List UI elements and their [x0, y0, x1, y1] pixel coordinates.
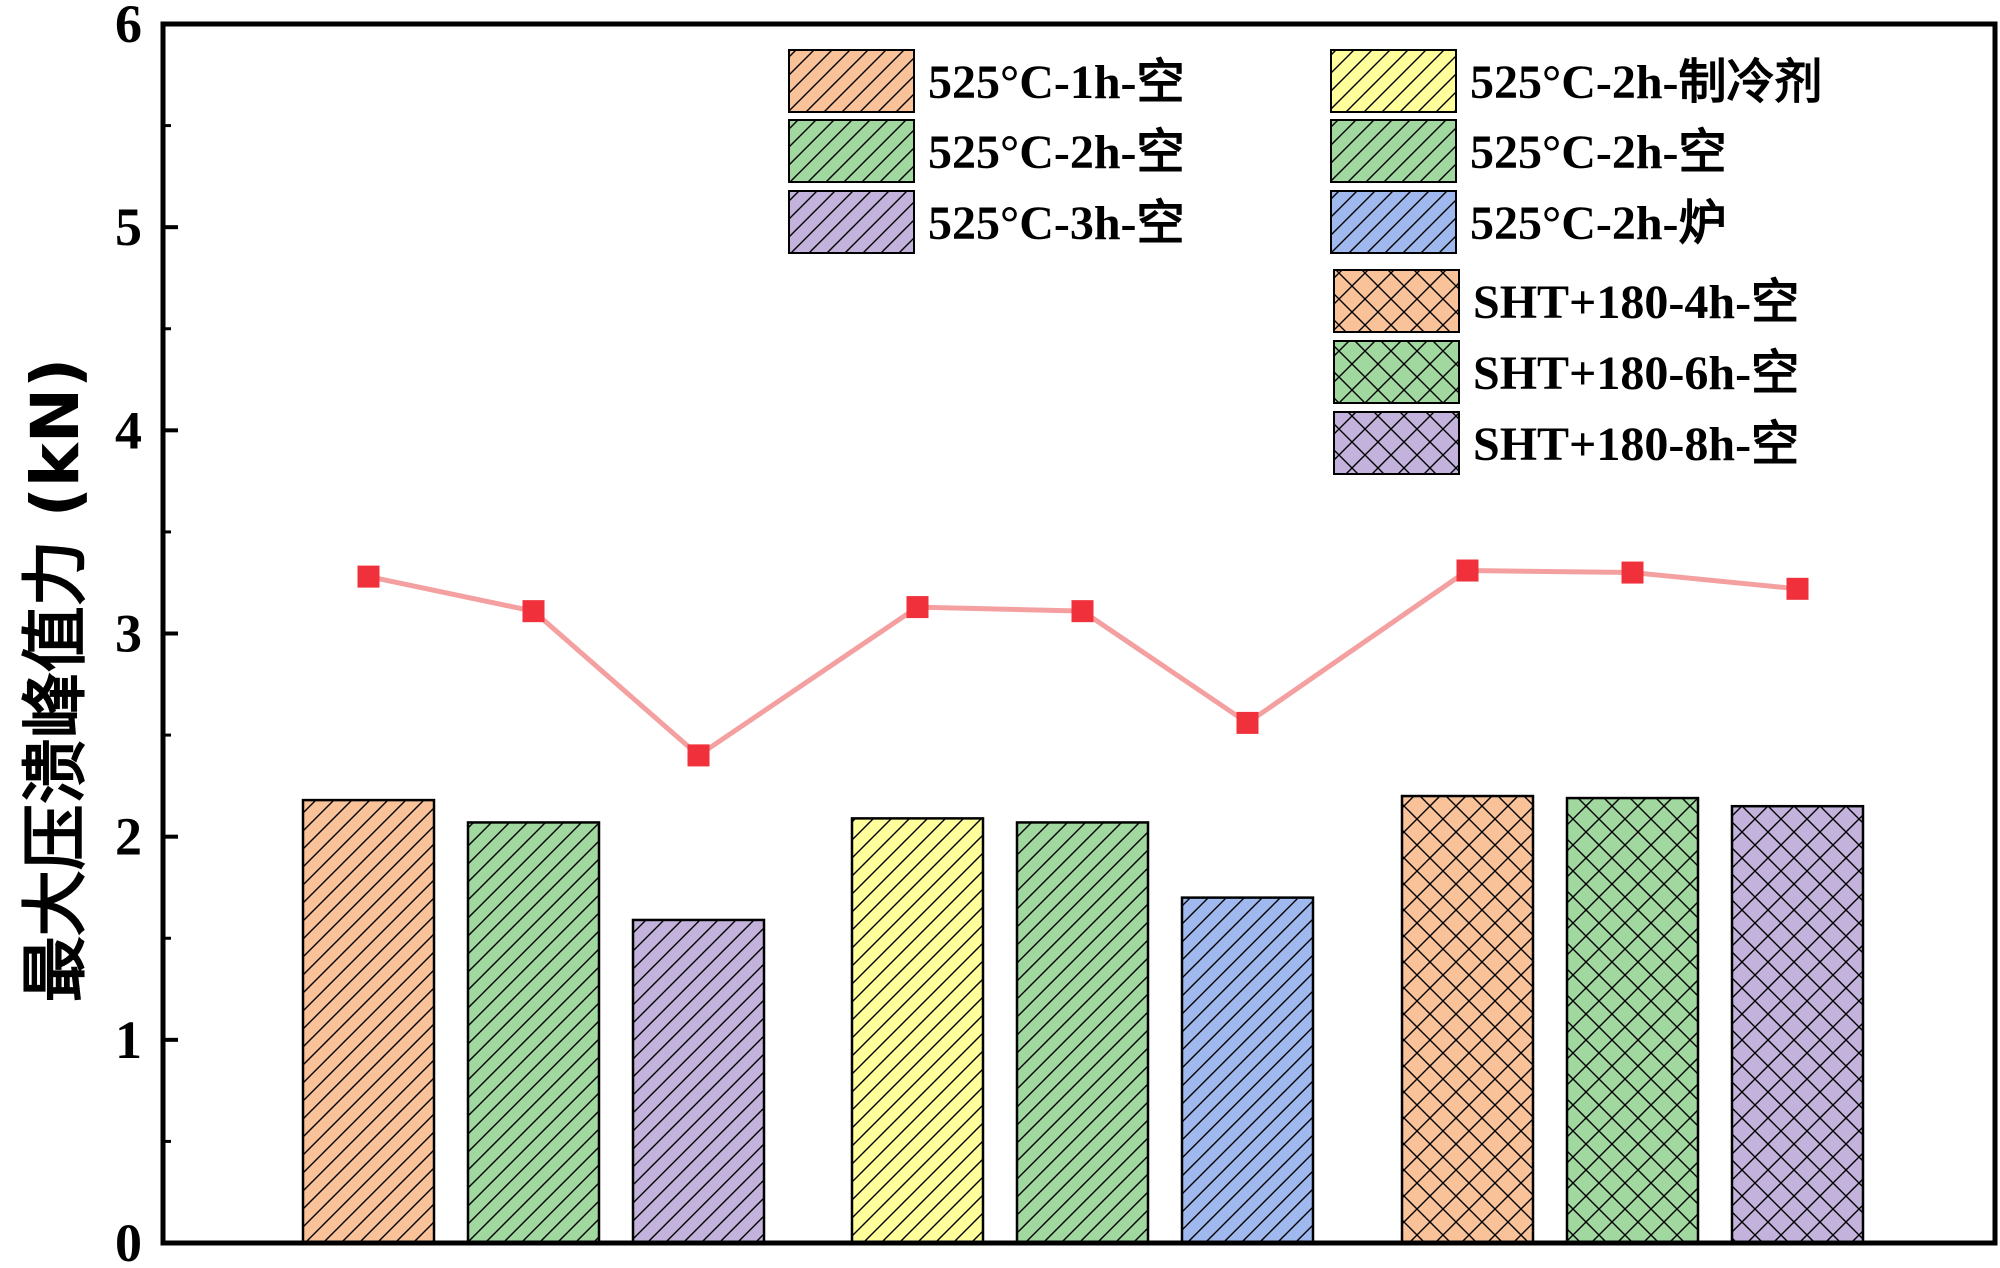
bar-hatch [1730, 804, 1865, 1245]
legend-swatch [1330, 119, 1457, 183]
bar [850, 817, 985, 1245]
legend-entry: 525°C-2h-空 [788, 119, 1185, 183]
peak-line-series [357, 559, 1809, 767]
legend-entry: 525°C-3h-空 [788, 190, 1185, 254]
legend-label: 525°C-2h-制冷剂 [1470, 56, 1823, 109]
legend-entry: SHT+180-4h-空 [1333, 269, 1799, 333]
legend-swatch [1330, 49, 1457, 113]
bar [466, 821, 601, 1245]
bar-hatch [631, 918, 766, 1245]
legend-entry: SHT+180-6h-空 [1333, 340, 1799, 404]
y-tick-label: 2 [115, 807, 142, 867]
legend-swatch [788, 119, 915, 183]
legend-entry: 525°C-1h-空 [788, 49, 1185, 113]
legend-swatch [1333, 411, 1460, 475]
y-tick-label: 1 [115, 1010, 142, 1070]
bar [631, 918, 766, 1245]
y-tick-label: 4 [115, 400, 142, 460]
bar-hatch [850, 817, 985, 1245]
bar-hatch [1565, 796, 1700, 1245]
bar-hatch [301, 798, 436, 1245]
bar [1565, 796, 1700, 1245]
y-tick-label: 3 [115, 604, 142, 664]
bars [301, 794, 1865, 1245]
peak-marker [906, 596, 929, 619]
legend-label: SHT+180-4h-空 [1473, 276, 1799, 329]
peak-marker [1071, 600, 1094, 623]
peak-marker [1456, 559, 1479, 582]
legend: 525°C-1h-空 525°C-2h-空 525°C-3h-空 525°C-2h-制… [788, 49, 1823, 475]
bar [1180, 896, 1315, 1245]
legend-swatch [1330, 190, 1457, 254]
legend-label: 525°C-2h-空 [928, 126, 1185, 179]
legend-entry: 525°C-2h-空 [1330, 119, 1727, 183]
y-tick-label: 5 [115, 197, 142, 257]
legend-entry: SHT+180-8h-空 [1333, 411, 1799, 475]
peak-line [367, 568, 1798, 759]
y-tick-label: 6 [115, 0, 142, 54]
y-tick-label: 0 [115, 1213, 142, 1268]
bar [1015, 821, 1150, 1245]
legend-swatch [788, 49, 915, 113]
peak-marker [1621, 561, 1644, 584]
legend-label: SHT+180-6h-空 [1473, 347, 1799, 400]
peak-marker [687, 744, 710, 767]
bar-hatch [1015, 821, 1150, 1245]
legend-label: 525°C-2h-空 [1470, 126, 1727, 179]
legend-swatch [1333, 340, 1460, 404]
legend-swatch [788, 190, 915, 254]
legend-label: 525°C-3h-空 [928, 197, 1185, 250]
bar [301, 798, 436, 1245]
y-axis-label: 最大压溃峰值力 (kN) [17, 358, 94, 1002]
peak-marker [1236, 711, 1259, 734]
bar [1400, 794, 1535, 1245]
bar-hatch [1180, 896, 1315, 1245]
peak-marker [1786, 577, 1809, 600]
bar-hatch [466, 821, 601, 1245]
bar [1730, 804, 1865, 1245]
peak-marker [357, 565, 380, 588]
bar-hatch [1400, 794, 1535, 1245]
legend-swatch [1333, 269, 1460, 333]
axes: 0 1 2 3 4 5 6 [115, 0, 1998, 1268]
legend-entry: 525°C-2h-炉 [1330, 190, 1727, 254]
legend-entry: 525°C-2h-制冷剂 [1330, 49, 1823, 113]
legend-label: 525°C-2h-炉 [1470, 197, 1727, 250]
legend-label: SHT+180-8h-空 [1473, 418, 1799, 471]
peak-marker [522, 600, 545, 623]
legend-label: 525°C-1h-空 [928, 56, 1185, 109]
